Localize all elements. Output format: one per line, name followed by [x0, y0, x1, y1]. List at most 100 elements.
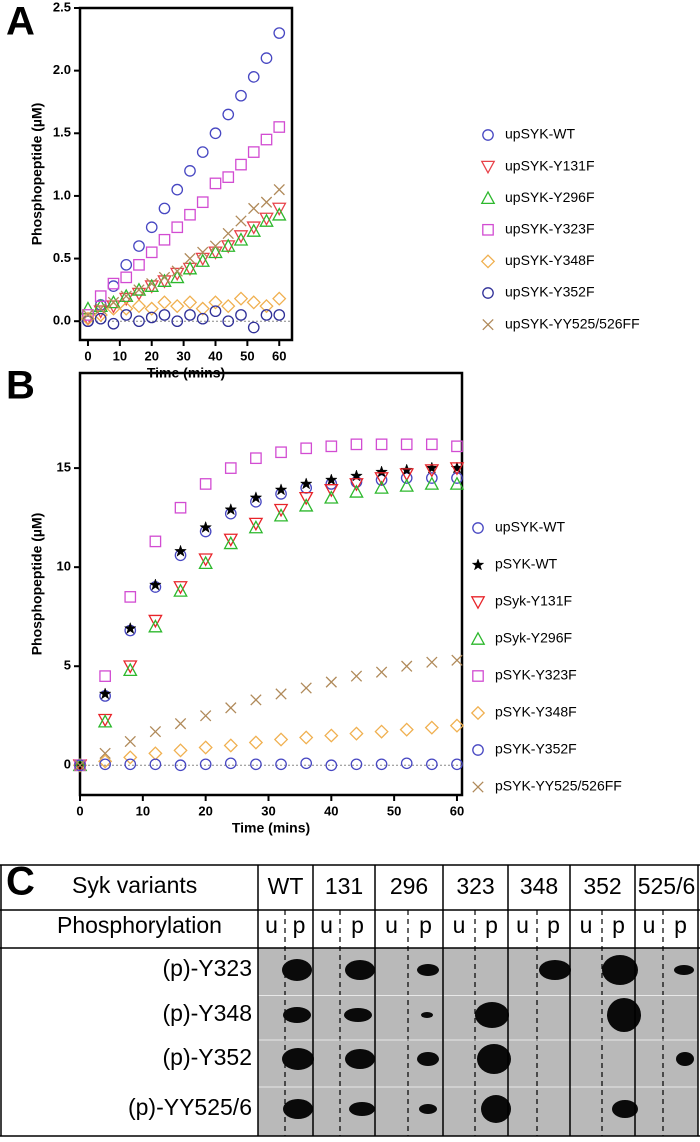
data-point: [235, 89, 247, 102]
panel-label: B: [6, 364, 35, 408]
x-tick-label: 40: [324, 803, 338, 818]
legend-marker: [470, 596, 486, 610]
data-point: [273, 503, 289, 518]
data-point: [197, 246, 209, 258]
data-point: [195, 301, 210, 316]
data-point: [149, 725, 162, 738]
data-point: [374, 472, 389, 486]
data-point: [375, 666, 388, 678]
data-point: [400, 438, 413, 451]
legend-label: upSYK-Y131F: [505, 157, 595, 173]
data-point: [374, 724, 389, 739]
data-point: [170, 299, 185, 314]
data-point: [424, 464, 440, 478]
blot-band: [477, 1044, 511, 1074]
data-point: [275, 758, 287, 771]
variant-label: 323: [456, 873, 494, 899]
data-point: [196, 196, 209, 209]
legend-marker: [472, 522, 484, 534]
data-point: [120, 290, 132, 302]
y-tick-label: 1.0: [53, 187, 71, 202]
data-point: [324, 473, 338, 486]
data-point: [123, 621, 137, 635]
data-point: [82, 309, 94, 321]
legend-label: upSYK-Y296F: [505, 189, 595, 205]
data-point: [174, 544, 187, 557]
data-point: [247, 321, 260, 334]
blot-band: [283, 1007, 311, 1023]
state-label: p: [293, 912, 306, 938]
data-point: [246, 221, 262, 235]
data-point: [198, 555, 213, 570]
legend-label: pSyk-Y131F: [495, 593, 572, 609]
blot-band: [607, 998, 641, 1032]
panel-label: A: [6, 0, 35, 44]
data-point: [451, 654, 463, 666]
data-point: [173, 583, 188, 597]
data-point: [106, 294, 121, 309]
x-tick-label: 40: [208, 348, 222, 363]
data-point: [300, 442, 313, 455]
row-label: (p)-Y352: [163, 1044, 252, 1070]
data-point: [222, 108, 235, 121]
data-point: [451, 440, 463, 453]
data-point: [144, 301, 159, 316]
variant-label: WT: [268, 873, 304, 899]
data-point: [120, 258, 133, 271]
data-point: [107, 280, 120, 292]
state-label: p: [351, 912, 364, 938]
data-point: [97, 714, 113, 728]
plot-frame: [78, 371, 464, 797]
data-point: [235, 158, 247, 171]
data-point: [80, 301, 96, 315]
x-tick-label: 60: [272, 348, 286, 363]
data-point: [119, 301, 134, 316]
data-point: [324, 484, 339, 498]
blot-band: [419, 1104, 437, 1114]
data-point: [195, 253, 211, 267]
blot-band: [283, 1099, 313, 1119]
data-point: [260, 133, 273, 146]
x-tick-label: 0: [76, 803, 83, 818]
data-point: [375, 438, 388, 451]
state-label: p: [674, 912, 687, 938]
data-point: [148, 619, 163, 633]
data-point: [221, 299, 236, 314]
state-label: u: [516, 912, 529, 938]
legend-label: upSYK-Y323F: [505, 221, 595, 237]
data-point: [209, 127, 222, 140]
data-point: [133, 284, 145, 296]
data-point: [171, 265, 183, 277]
data-point: [184, 208, 196, 221]
blot-band: [612, 1100, 638, 1118]
data-point: [235, 215, 247, 227]
data-point: [120, 271, 133, 284]
data-point: [273, 184, 285, 196]
variant-label: 352: [583, 873, 621, 899]
data-point: [99, 670, 111, 682]
data-point: [259, 299, 274, 314]
data-point: [248, 202, 260, 215]
data-point: [145, 221, 158, 234]
data-point: [80, 311, 96, 326]
data-point: [184, 309, 196, 321]
x-tick-label: 30: [261, 803, 275, 818]
legend-marker: [472, 744, 484, 756]
data-point: [123, 750, 138, 765]
data-point: [224, 757, 237, 770]
data-point: [275, 688, 287, 700]
y-tick-label: 2.5: [53, 0, 71, 14]
state-label: u: [265, 912, 278, 938]
legend-marker: [480, 160, 496, 175]
data-point: [148, 578, 162, 591]
data-point: [401, 660, 413, 672]
data-point: [259, 213, 274, 227]
legend-label: pSyk-Y296F: [495, 630, 572, 646]
data-point: [82, 309, 94, 321]
y-tick-label: 0: [64, 757, 71, 772]
data-point: [184, 165, 196, 177]
y-tick-label: 0.5: [53, 250, 71, 265]
data-point: [246, 223, 262, 237]
data-point: [171, 221, 184, 234]
